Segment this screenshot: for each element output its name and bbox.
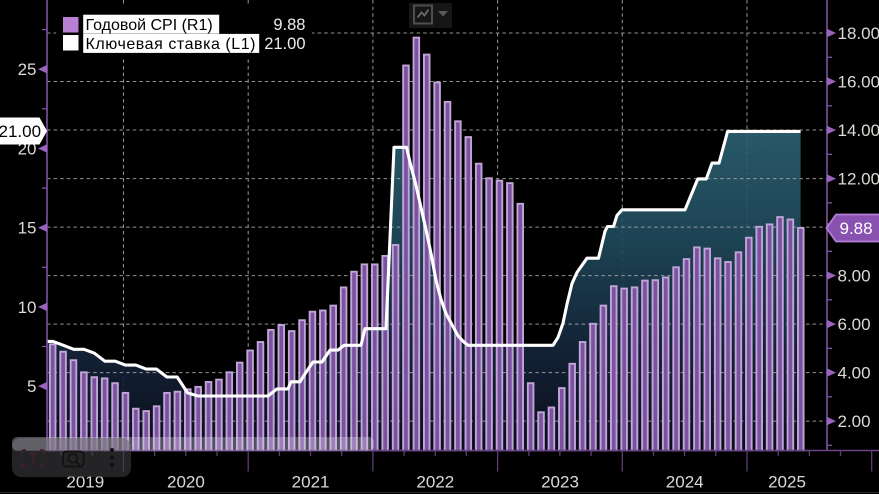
svg-text:2023: 2023 bbox=[541, 473, 579, 492]
svg-text:25: 25 bbox=[18, 60, 37, 79]
svg-text:16.00: 16.00 bbox=[838, 73, 879, 92]
svg-text:2021: 2021 bbox=[292, 473, 330, 492]
svg-text:5: 5 bbox=[27, 377, 36, 396]
svg-text:12.00: 12.00 bbox=[838, 170, 879, 189]
svg-text:2022: 2022 bbox=[416, 473, 454, 492]
svg-text:9.88: 9.88 bbox=[840, 219, 873, 238]
svg-text:10: 10 bbox=[18, 298, 37, 317]
svg-text:9.88: 9.88 bbox=[273, 16, 305, 34]
svg-text:21.00: 21.00 bbox=[0, 122, 41, 141]
svg-text:Ключевая ставка (L1): Ключевая ставка (L1) bbox=[86, 36, 257, 53]
svg-text:8.00: 8.00 bbox=[838, 267, 871, 286]
svg-text:Годовой CPI (R1): Годовой CPI (R1) bbox=[86, 17, 213, 34]
svg-text:2020: 2020 bbox=[167, 473, 205, 492]
svg-text:15: 15 bbox=[18, 219, 37, 238]
svg-text:2019: 2019 bbox=[66, 473, 104, 492]
svg-text:4.00: 4.00 bbox=[838, 364, 871, 383]
svg-text:21.00: 21.00 bbox=[264, 35, 305, 53]
svg-text:2.00: 2.00 bbox=[838, 412, 871, 431]
svg-text:2025: 2025 bbox=[768, 473, 806, 492]
svg-text:2024: 2024 bbox=[666, 473, 704, 492]
svg-text:6.00: 6.00 bbox=[838, 315, 871, 334]
svg-text:18.00: 18.00 bbox=[838, 24, 879, 43]
svg-text:14.00: 14.00 bbox=[838, 121, 879, 140]
